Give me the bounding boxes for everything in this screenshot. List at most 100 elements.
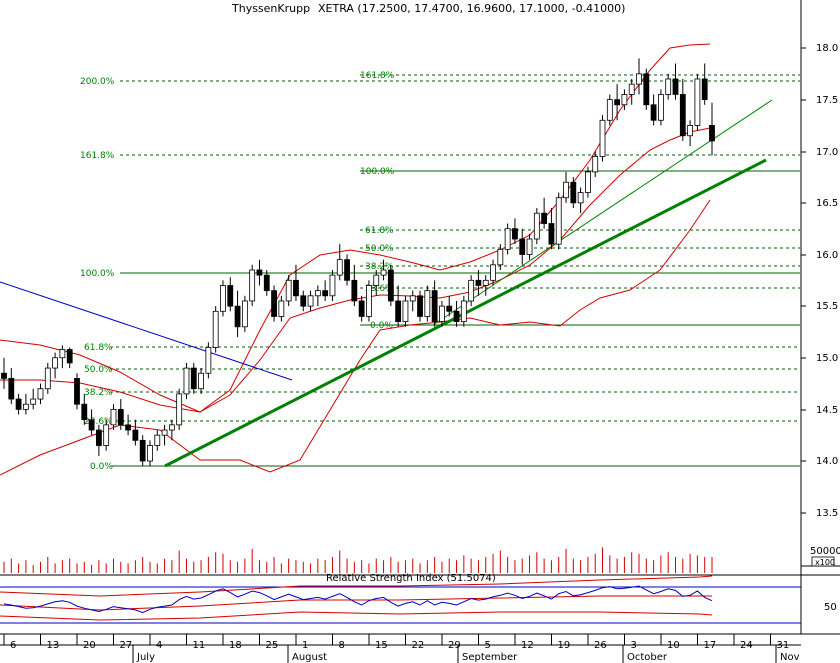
candle xyxy=(468,279,475,302)
candle xyxy=(599,119,606,157)
date-axis: 6 13 20 27 4 11 18 25 1 8 15 22 29 5 12 19 26 3 10 17 24 31 J… xyxy=(0,634,801,663)
candle xyxy=(460,300,467,323)
candle xyxy=(44,367,51,390)
rsi-tick: 50 xyxy=(824,602,837,613)
x-tick-label: 24 xyxy=(740,640,753,651)
candle xyxy=(314,290,321,297)
price-axis: 18.0 17.5 17.0 16.5 16.0 15.5 15.0 14.5 … xyxy=(801,43,840,613)
x-tick-label: 25 xyxy=(266,640,279,651)
candle xyxy=(709,125,715,142)
candle xyxy=(293,279,299,297)
y-tick: 13.5 xyxy=(816,508,838,519)
volume-group xyxy=(3,547,713,573)
candle xyxy=(154,434,161,446)
chart-title: ThyssenKrupp xyxy=(231,2,310,15)
fib-label: 0.0% xyxy=(370,321,393,331)
candle xyxy=(643,73,650,106)
x-tick-label: 26 xyxy=(594,640,607,651)
candle xyxy=(555,197,562,245)
candle xyxy=(628,83,635,95)
x-tick-label: 27 xyxy=(120,640,133,651)
rsi-line xyxy=(3,585,713,614)
candle xyxy=(205,347,212,374)
x-tick-label: 3 xyxy=(631,640,637,651)
candle xyxy=(665,78,672,95)
candle xyxy=(212,310,219,348)
candle xyxy=(621,94,628,106)
candle xyxy=(687,125,694,137)
candle xyxy=(249,269,256,302)
x-tick-label: 29 xyxy=(448,640,461,651)
x-tick-label: 31 xyxy=(777,640,790,651)
candle xyxy=(241,300,248,328)
candle xyxy=(570,181,577,204)
candle xyxy=(395,300,402,323)
candle xyxy=(548,223,555,245)
fib-label: 61.8% xyxy=(84,343,113,353)
candle xyxy=(256,269,263,276)
candle xyxy=(161,429,168,436)
volume-unit: x100 xyxy=(815,558,835,567)
candle xyxy=(147,445,153,462)
candle xyxy=(694,78,701,126)
candle xyxy=(380,269,387,276)
candle xyxy=(81,403,88,421)
candle xyxy=(592,156,599,173)
x-tick-label: 15 xyxy=(375,640,388,651)
candle xyxy=(351,279,358,302)
y-tick: 17.0 xyxy=(816,147,838,158)
candle xyxy=(446,305,453,312)
x-tick-label: 11 xyxy=(193,640,206,651)
fib-label: 61.8% xyxy=(365,226,394,236)
bollinger-bands xyxy=(0,43,711,476)
candle xyxy=(139,439,146,462)
fib-label: 23.6% xyxy=(84,417,113,427)
candle xyxy=(387,269,394,302)
candle xyxy=(322,290,329,297)
candle xyxy=(373,274,380,286)
candle xyxy=(220,285,226,312)
candle xyxy=(117,408,124,426)
y-tick: 16.0 xyxy=(816,250,838,261)
candle xyxy=(431,290,438,323)
candle xyxy=(52,357,58,369)
month-label: July xyxy=(136,652,155,663)
candle xyxy=(95,429,102,446)
candle xyxy=(482,279,489,286)
candle xyxy=(344,259,350,281)
x-tick-label: 20 xyxy=(83,640,96,651)
candle xyxy=(417,295,423,317)
candle xyxy=(132,429,139,441)
month-label: August xyxy=(292,652,327,663)
candle xyxy=(409,295,416,302)
candle xyxy=(606,99,613,121)
y-tick: 14.5 xyxy=(816,405,838,416)
panel-frames xyxy=(0,0,840,635)
candle xyxy=(168,424,175,431)
x-tick-label: 13 xyxy=(47,640,60,651)
fib-label: 23.6% xyxy=(365,284,394,294)
candle xyxy=(190,367,197,390)
x-tick-label: 10 xyxy=(667,640,680,651)
candle xyxy=(234,305,241,328)
candle xyxy=(285,279,292,302)
x-tick-label: 8 xyxy=(339,640,345,651)
x-tick-label: 18 xyxy=(229,640,242,651)
candle xyxy=(424,290,431,317)
month-label: September xyxy=(462,652,518,663)
y-tick: 16.5 xyxy=(816,198,838,209)
candle xyxy=(533,212,540,240)
candle xyxy=(679,94,686,137)
rsi-panel: Relative Strength Index (51.5074) xyxy=(0,573,801,624)
y-tick: 18.0 xyxy=(816,43,838,54)
candle xyxy=(278,300,285,317)
y-tick: 14.0 xyxy=(816,456,838,467)
fib-label: 38.2% xyxy=(365,262,394,272)
candle xyxy=(22,403,29,410)
candle xyxy=(475,279,482,286)
candle xyxy=(453,310,460,323)
candle xyxy=(271,290,277,317)
candle xyxy=(66,349,73,364)
candle xyxy=(701,78,708,101)
candle xyxy=(497,248,504,266)
